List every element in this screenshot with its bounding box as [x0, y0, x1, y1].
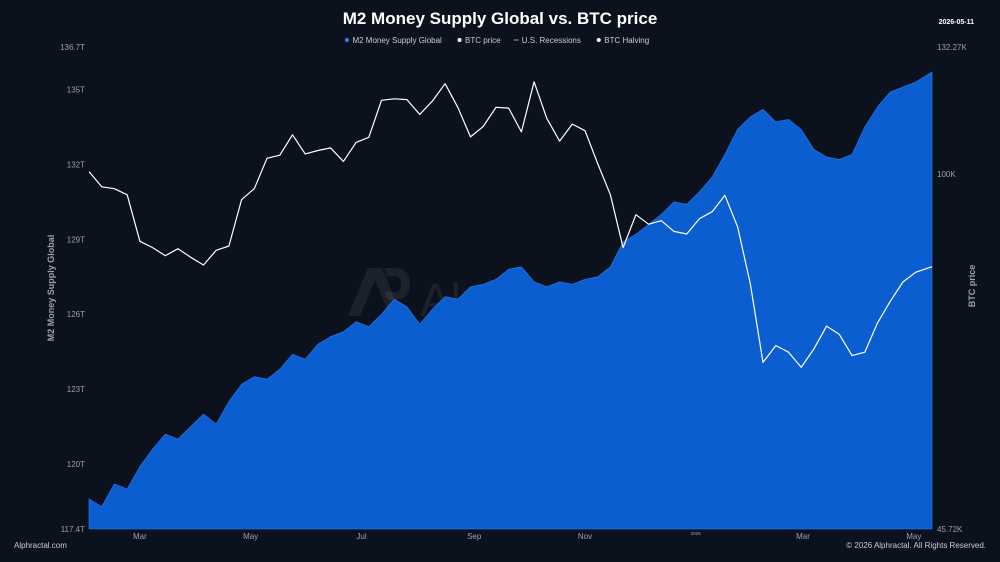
x-axis: Mar May Jul Sep Nov 2026 Mar May: [133, 531, 921, 541]
btc-price-line: [88, 81, 933, 368]
y-axis-right-title: BTC price: [967, 265, 977, 308]
legend-dot-icon: [596, 38, 601, 42]
legend-item: BTC price: [457, 36, 501, 45]
legend-item: U.S. Recessions: [513, 36, 581, 45]
date-badge: 2026-05-11: [939, 19, 975, 26]
m2-area-series: [88, 71, 933, 530]
x-tick-label: Sep: [467, 532, 482, 541]
y-left-tick-label: 129T: [67, 235, 85, 244]
y-left-tick-label: 117.4T: [61, 525, 85, 534]
legend-dot-icon: [344, 38, 349, 42]
x-tick-label: Mar: [796, 532, 810, 541]
y-left-tick-label: 123T: [67, 385, 85, 394]
legend: M2 Money Supply Global BTC price U.S. Rece…: [344, 36, 649, 45]
watermark-logo-icon: [348, 268, 410, 316]
y-left-tick-label: 136.7T: [60, 43, 85, 52]
legend-label: M2 Money Supply Global: [352, 36, 442, 45]
legend-dot-icon: [457, 38, 462, 42]
legend-item: M2 Money Supply Global: [344, 36, 442, 45]
y-right-tick-label: 132.27K: [937, 43, 967, 52]
y-left-tick-label: 132T: [67, 160, 85, 169]
y-axis-left-title: M2 Money Supply Global: [46, 235, 56, 342]
y-axis-right: 45.72K 100K 132.27K: [937, 43, 967, 534]
y-left-tick-label: 120T: [67, 460, 85, 469]
x-tick-label: May: [906, 532, 921, 541]
x-tick-label: Jul: [356, 532, 366, 541]
x-tick-label: May: [243, 532, 258, 541]
x-tick-label: 2026: [691, 531, 702, 536]
legend-label: U.S. Recessions: [522, 36, 581, 45]
legend-label: BTC price: [465, 36, 501, 45]
y-left-tick-label: 135T: [67, 86, 85, 95]
y-axis-left: 117.4T 120T 123T 126T 129T 132T 135T 136.7T: [60, 43, 85, 534]
y-right-tick-label: 45.72K: [937, 525, 963, 534]
footer-brand: Alphractal.com: [14, 541, 67, 550]
footer-copyright: © 2026 Alphractal. All Rights Reserved.: [846, 541, 986, 550]
legend-label: BTC Halving: [604, 36, 649, 45]
x-tick-label: Nov: [578, 532, 592, 541]
chart-title: M2 Money Supply Global vs. BTC price: [343, 9, 658, 28]
x-tick-label: Mar: [133, 532, 147, 541]
y-right-tick-label: 100K: [937, 170, 956, 179]
legend-item: BTC Halving: [596, 36, 649, 45]
y-left-tick-label: 126T: [67, 310, 85, 319]
